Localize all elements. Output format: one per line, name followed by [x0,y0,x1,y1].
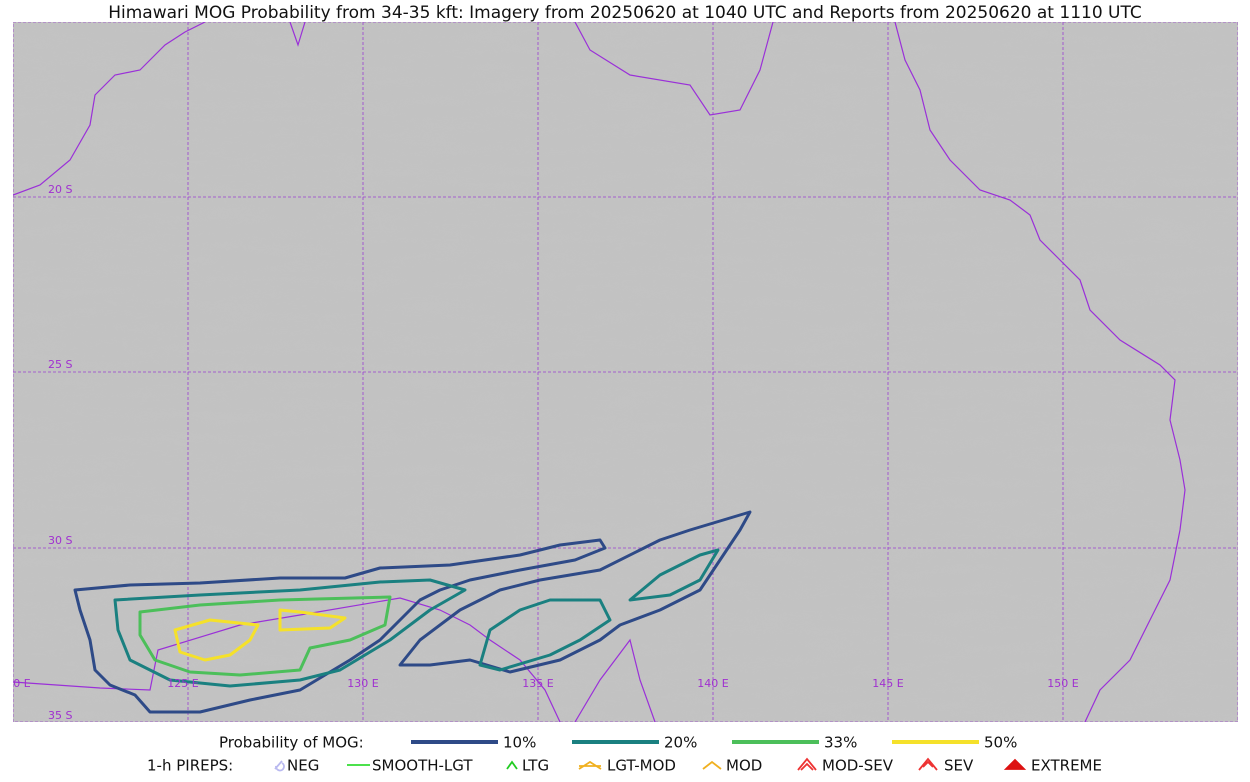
lat-label: 30 S [48,534,72,547]
lon-label: 130 E [347,677,378,690]
lon-label: 135 E [522,677,553,690]
legend-title: Probability of MOG: [219,734,364,752]
lon-label: 150 E [1047,677,1078,690]
lat-label: 25 S [48,358,72,371]
legend-label: 50% [984,734,1017,752]
legend-label: EXTREME [1031,757,1102,775]
legend-title: 1-h PIREPS: [147,757,233,775]
contours [73,510,752,714]
legend-icon [918,757,938,771]
legend-icon [1003,758,1027,770]
legend-label: 10% [503,734,536,752]
lon-label: 140 E [697,677,728,690]
lon-label: 125 E [167,677,198,690]
title: Himawari MOG Probability from 34-35 kft:… [108,3,1142,23]
coastlines [13,22,1186,722]
legend-label: 33% [824,734,857,752]
legend-label: 20% [664,734,697,752]
legend-label: LGT-MOD [607,757,676,775]
legend-icon [274,760,285,772]
legend-icon [506,760,518,770]
legend-icon [797,757,817,771]
legend-label: NEG [287,757,319,775]
legend-label: LTG [522,757,549,775]
legend-icon [578,760,602,770]
grid-labels: 20 S 25 S 30 S 35 S 120 E 125 E 130 E 135 E 140 … [0,183,1079,722]
legend-icon [702,760,722,770]
legend-label: SMOOTH-LGT [372,757,473,775]
lat-label: 35 S [48,709,72,722]
lat-label: 20 S [48,183,72,196]
legend-label: SEV [944,757,974,775]
map-area: 20 S 25 S 30 S 35 S 120 E 125 E 130 E 135 E 140 … [0,22,1238,722]
lon-label: 120 E [0,677,31,690]
legend-label: MOD-SEV [822,757,894,775]
grid [13,22,1238,722]
legend: Probability of MOG: 1-h PIREPS: 10% 20% 33… [147,734,1102,775]
legend-label: MOD [726,757,762,775]
lon-label: 145 E [872,677,903,690]
